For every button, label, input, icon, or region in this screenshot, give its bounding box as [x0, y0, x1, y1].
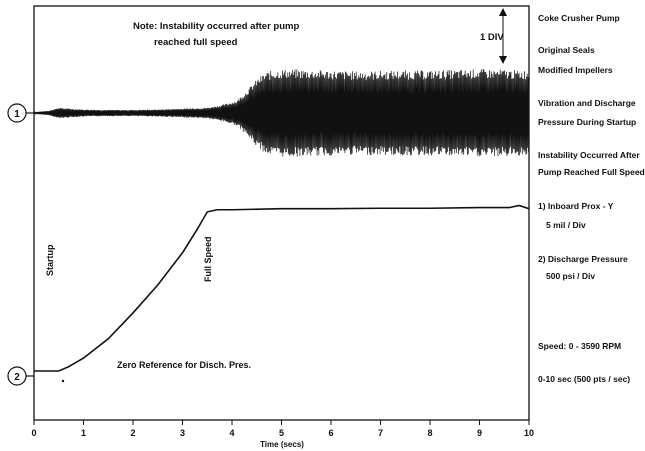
side-text-line: 5 mil / Div [546, 220, 586, 230]
side-legend: Coke Crusher Pump Original Seals Modified … [538, 13, 645, 384]
scale-div-marker [499, 8, 507, 64]
side-text-line: Pump Reached Full Speed [538, 167, 645, 177]
x-tick-label: 5 [279, 428, 284, 438]
x-tick-label: 10 [524, 428, 534, 438]
startup-label: Startup [45, 244, 55, 276]
side-text-line: 500 psi / Div [546, 271, 595, 281]
side-text-line: Vibration and Discharge [538, 98, 636, 108]
side-text-line: Instability Occurred After [538, 150, 640, 160]
channel-1-vibration-trace [33, 69, 530, 157]
channel-2-marker: 2 [7, 366, 34, 386]
vibration-waveform [33, 69, 530, 157]
x-tick-label: 3 [180, 428, 185, 438]
scale-div-label: 1 DIV [480, 32, 504, 43]
side-text-line: Pressure During Startup [538, 117, 636, 127]
full-speed-label: Full Speed [203, 236, 213, 282]
side-text-line: Speed: 0 - 3590 RPM [538, 341, 621, 351]
x-tick-label: 9 [477, 428, 482, 438]
zero-reference-dot [61, 379, 65, 383]
x-tick-label: 2 [130, 428, 135, 438]
note-line-1: Note: Instability occurred after pump [133, 21, 299, 32]
x-tick-label: 4 [229, 428, 234, 438]
note-line-2: reached full speed [154, 37, 238, 48]
x-tick-label: 6 [328, 428, 333, 438]
x-axis: 0 1 2 3 4 5 6 7 8 9 10 [31, 420, 534, 438]
channel-2-label: 2 [14, 372, 20, 383]
x-tick-label: 8 [427, 428, 432, 438]
x-tick-label: 1 [81, 428, 86, 438]
zero-reference-label: Zero Reference for Disch. Pres. [117, 360, 251, 370]
side-text-line: 1) Inboard Prox - Y [538, 201, 614, 211]
side-text-line: Modified Impellers [538, 65, 613, 75]
side-text-line: Coke Crusher Pump [538, 13, 620, 23]
side-text-line: Original Seals [538, 45, 595, 55]
plot-frame [33, 5, 530, 421]
channel-1-marker: 1 [7, 103, 34, 123]
channel-2-pressure-trace [34, 204, 530, 372]
x-tick-label: 0 [31, 428, 36, 438]
side-text-line: 2) Discharge Pressure [538, 254, 628, 264]
x-axis-title: Time (secs) [260, 440, 304, 449]
side-text-line: 0-10 sec (500 pts / sec) [538, 374, 630, 384]
x-tick-label: 7 [378, 428, 383, 438]
channel-1-label: 1 [14, 109, 20, 120]
